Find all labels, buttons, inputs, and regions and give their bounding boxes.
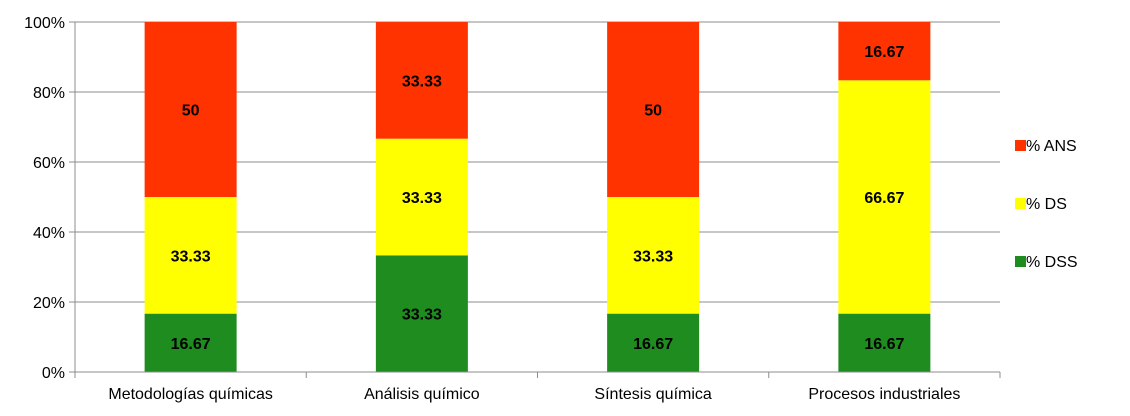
y-tick-label: 80% [33,85,65,102]
data-label: 33.33 [402,73,442,90]
bar-segment [607,313,700,372]
bar-segment [607,197,700,314]
data-labels: 16.67 33.33 50 33.33 33.33 33.33 16.67 33.33 50 1… [171,44,905,353]
data-label: 33.33 [402,190,442,207]
bar-segment [838,80,931,314]
x-tick-label: Procesos industriales [808,386,960,403]
legend-swatch [1015,198,1026,209]
bar-segment [607,22,700,197]
x-tick-label: Metodologías químicas [108,386,273,403]
y-tick-label: 60% [33,155,65,172]
bar-segment [838,21,931,81]
bar-segment [375,255,468,372]
y-tick-label: 20% [33,295,65,312]
y-tick-label: 100% [24,15,65,32]
y-tick-label: 0% [42,365,65,382]
bar-segment [144,313,237,372]
legend: % ANS % DS % DSS [1015,138,1078,271]
data-label: 16.67 [633,336,673,353]
x-tick-label: Síntesis química [594,386,711,403]
data-label: 16.67 [864,336,904,353]
data-label: 33.33 [633,248,673,265]
axes: 0% 20% 40% 60% 80% 100% Metodologías químicas A… [24,15,1001,403]
legend-label: % ANS [1026,138,1077,155]
bar-segment [375,138,468,256]
legend-label: % DS [1026,196,1067,213]
legend-swatch [1015,256,1026,267]
legend-item: % DS [1015,196,1067,213]
legend-label: % DSS [1026,254,1078,271]
data-label: 33.33 [402,307,442,324]
data-label: 33.33 [171,248,211,265]
bar-segment [838,313,931,372]
y-tick-label: 40% [33,225,65,242]
legend-item: % ANS [1015,138,1077,155]
bar-segment [144,22,237,197]
bar-segment [375,22,468,139]
data-label: 50 [182,103,200,120]
bars [144,21,931,372]
data-label: 50 [644,103,662,120]
data-label: 16.67 [171,336,211,353]
data-label: 66.67 [864,190,904,207]
x-tick-label: Análisis químico [364,386,480,403]
data-label: 16.67 [864,44,904,61]
legend-item: % DSS [1015,254,1078,271]
legend-swatch [1015,140,1026,151]
bar-segment [144,197,237,314]
